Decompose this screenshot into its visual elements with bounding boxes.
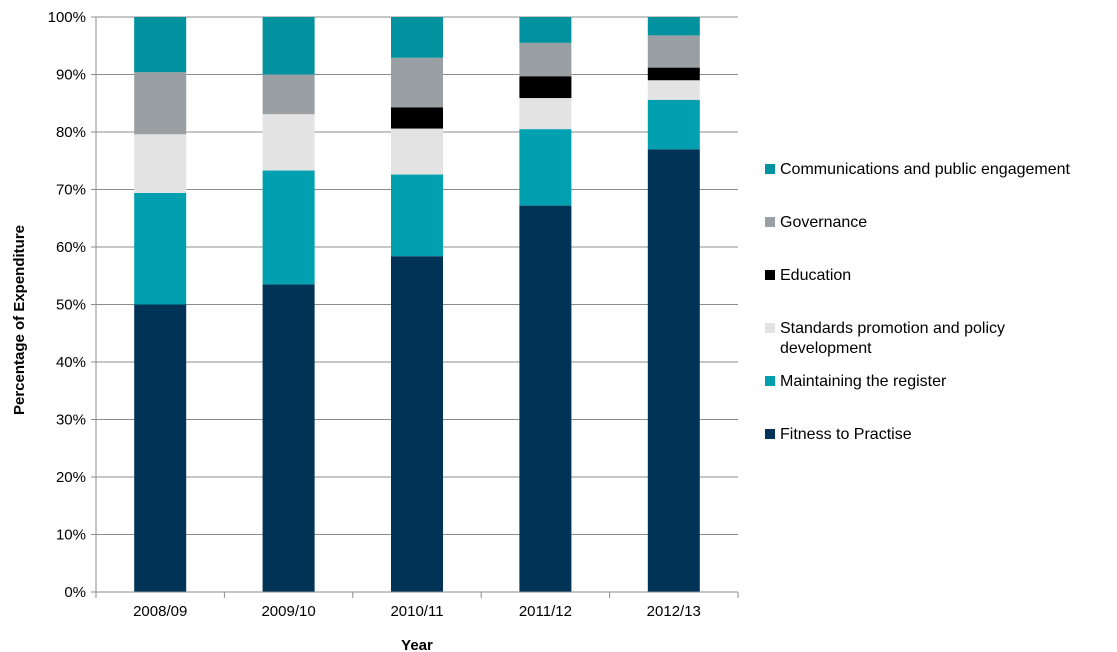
bar-segment	[519, 205, 572, 592]
bar-segment	[262, 17, 315, 75]
legend-item: Governance	[765, 214, 867, 231]
bar-segment	[134, 134, 187, 193]
bar-segment	[134, 17, 187, 73]
bar-segment	[519, 42, 572, 77]
y-tick-label: 40%	[56, 354, 86, 371]
bar-segment	[519, 98, 572, 130]
axes	[91, 16, 739, 598]
legend-swatch	[765, 429, 775, 439]
x-tick-labels: 2008/09 2009/10 2010/11 2011/12 2012/13	[133, 603, 701, 620]
legend-item: Communications and public engagement	[765, 161, 1071, 178]
legend-label: Standards promotion and policy	[780, 320, 1005, 337]
y-tick-label: 0%	[64, 584, 86, 601]
y-axis-title: Percentage of Expenditure	[11, 225, 28, 415]
legend-label: development	[780, 340, 872, 357]
bars	[134, 17, 700, 592]
x-tick-label: 2012/13	[647, 603, 701, 620]
bar-segment	[519, 17, 572, 43]
y-tick-labels: 0% 10% 20% 30% 40% 50% 60% 70% 80% 90% 100%	[48, 9, 86, 601]
legend-item: Education	[765, 267, 851, 284]
legend-item: Fitness to Practise	[765, 426, 912, 443]
x-axis-title: Year	[401, 637, 433, 652]
bar-segment	[647, 67, 700, 81]
bar-segment	[647, 99, 700, 150]
x-tick-label: 2011/12	[519, 603, 572, 620]
bar-segment	[647, 149, 700, 592]
bar-segment	[262, 284, 315, 592]
y-tick-label: 90%	[56, 67, 86, 84]
bar-segment	[519, 129, 572, 206]
legend-swatch	[765, 217, 775, 227]
legend-swatch	[765, 164, 775, 174]
legend: Communications and public engagement Gove…	[765, 161, 1071, 443]
bar-segment	[647, 35, 700, 68]
x-tick-label: 2010/11	[390, 603, 443, 620]
y-tick-label: 60%	[56, 239, 86, 256]
legend-swatch	[765, 376, 775, 386]
y-tick-label: 80%	[56, 124, 86, 141]
bar-segment	[262, 114, 315, 171]
legend-label: Maintaining the register	[780, 373, 947, 390]
bar-segment	[391, 174, 443, 257]
legend-swatch	[765, 270, 775, 280]
legend-label: Governance	[780, 214, 867, 231]
bar-segment	[391, 57, 443, 108]
bar-segment	[262, 74, 315, 115]
legend-item: Maintaining the register	[765, 373, 947, 390]
bar-segment	[519, 76, 572, 99]
y-tick-label: 20%	[56, 469, 86, 486]
x-tick-label: 2009/10	[261, 603, 315, 620]
y-tick-label: 30%	[56, 412, 86, 429]
bar-segment	[391, 128, 443, 175]
y-tick-label: 10%	[56, 527, 86, 544]
x-tick-label: 2008/09	[133, 603, 187, 620]
bar-segment	[262, 170, 315, 285]
bar-segment	[647, 80, 700, 100]
bar-segment	[391, 107, 443, 129]
bar-segment	[134, 304, 187, 592]
y-tick-label: 100%	[48, 9, 86, 26]
legend-label: Communications and public engagement	[780, 161, 1071, 178]
y-tick-label: 70%	[56, 182, 86, 199]
bar-segment	[134, 192, 187, 305]
bar-segment	[391, 17, 443, 58]
legend-swatch	[765, 323, 775, 333]
bar-segment	[647, 17, 700, 36]
legend-item: Standards promotion and policy developmen…	[765, 320, 1005, 357]
legend-label: Education	[780, 267, 851, 284]
bar-segment	[134, 72, 187, 135]
legend-label: Fitness to Practise	[780, 426, 912, 443]
bar-segment	[391, 256, 443, 592]
y-tick-label: 50%	[56, 297, 86, 314]
